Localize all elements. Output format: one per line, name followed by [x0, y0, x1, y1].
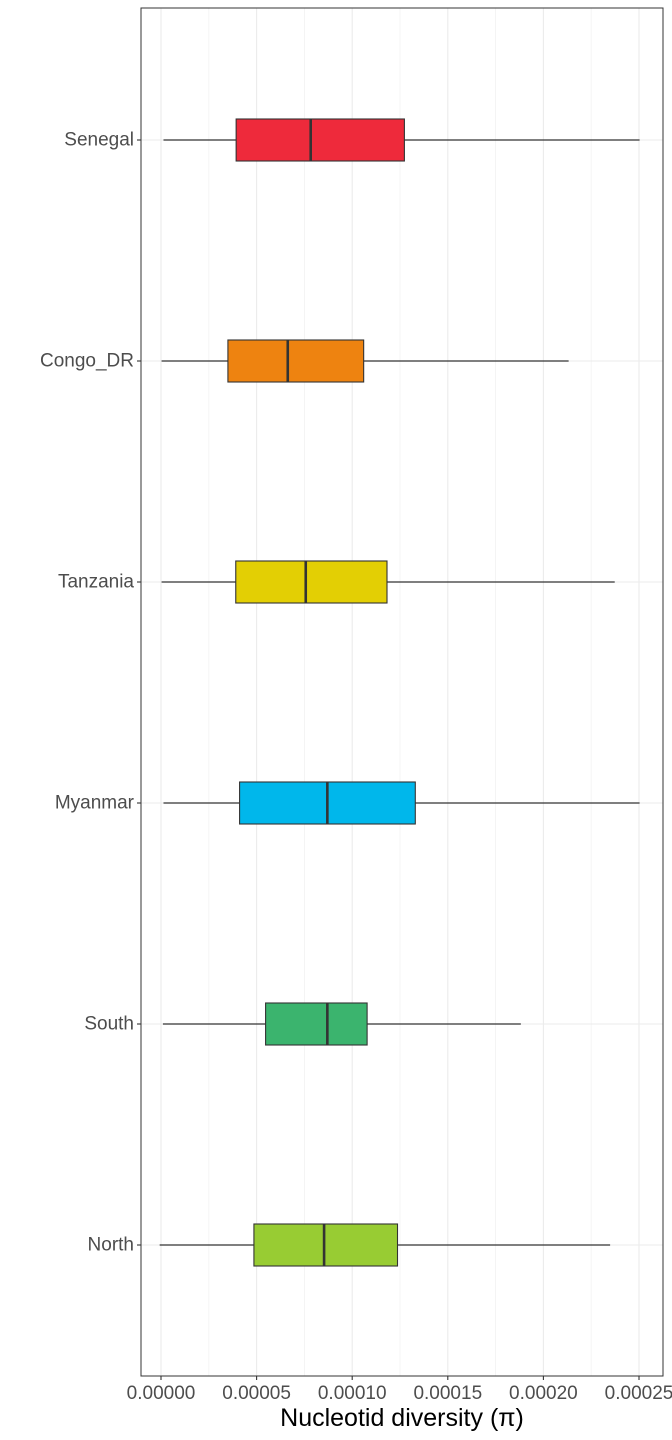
box-body-senegal [235, 118, 405, 162]
box-body-north [253, 1223, 399, 1267]
x-tick-label-5: 0.00025 [605, 1383, 672, 1404]
panel-background [141, 8, 663, 1376]
x-axis-title: Nucleotid diversity (π) [280, 1404, 524, 1432]
box-north [159, 1223, 611, 1267]
y-tick-label-north: North [88, 1235, 134, 1256]
x-tick-label-0: 0.00000 [127, 1383, 196, 1404]
box-tanzania [161, 560, 615, 604]
box-body-south [265, 1002, 368, 1046]
panel-border [140, 7, 664, 1377]
box-body-tanzania [235, 560, 388, 604]
x-tick-label-3: 0.00015 [413, 1383, 482, 1404]
y-tick-label-senegal: Senegal [64, 130, 134, 151]
y-tick-label-south: South [84, 1014, 134, 1035]
axes: Senegal Congo_DR Tanzania Myanmar South North… [40, 130, 672, 1405]
box-body-congo-dr [227, 339, 365, 383]
boxes [159, 118, 640, 1267]
box-congo-dr [161, 339, 569, 383]
box-senegal [163, 118, 640, 162]
y-tick-label-myanmar: Myanmar [55, 793, 135, 814]
x-tick-label-4: 0.00020 [509, 1383, 578, 1404]
x-tick-label-1: 0.00005 [222, 1383, 291, 1404]
x-tick-label-2: 0.00010 [318, 1383, 387, 1404]
box-myanmar [163, 781, 640, 825]
y-tick-label-tanzania: Tanzania [58, 572, 134, 593]
box-south [162, 1002, 521, 1046]
y-tick-label-congo-dr: Congo_DR [40, 351, 134, 372]
